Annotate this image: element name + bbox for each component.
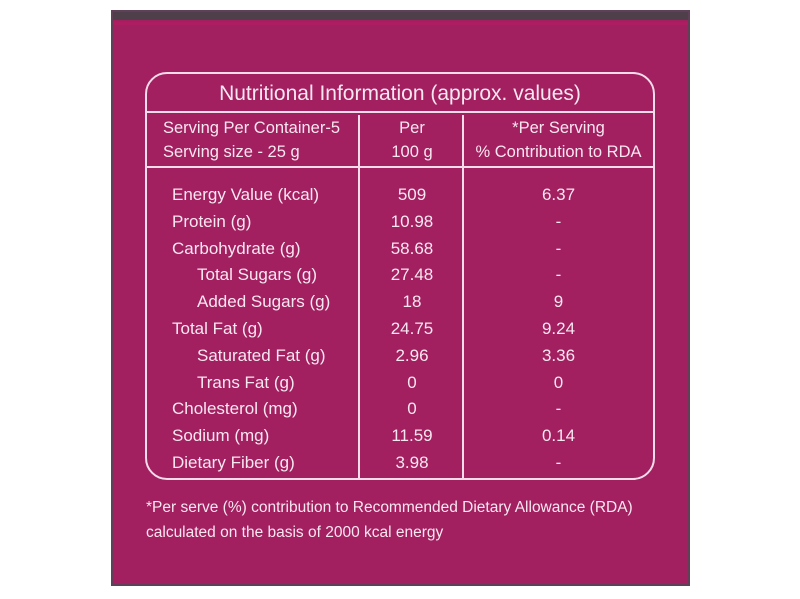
nutrient-rda-percent-value: - xyxy=(555,399,562,419)
nutrient-per-100g-value: 24.75 xyxy=(390,318,434,338)
nutrient-rda-percent-value: - xyxy=(555,265,562,285)
nutrient-per-100g-value: 0 xyxy=(407,372,417,392)
nutrient-rda-percent-value: 3.36 xyxy=(541,345,576,365)
nutrient-name: Saturated Fat (g) xyxy=(197,345,326,365)
table-header-row: Serving Per Container-5 Serving size - 2… xyxy=(147,113,653,168)
nutrient-row: Protein (g) 10.98 - xyxy=(147,209,653,236)
nutrient-rda-percent-value: - xyxy=(555,452,562,472)
nutrient-rda-percent-value: 0 xyxy=(553,372,564,392)
nutrient-row: Sodium (mg) 11.59 0.14 xyxy=(147,423,653,450)
nutrient-per-100g-value: 58.68 xyxy=(390,238,434,258)
nutrient-row: Saturated Fat (g) 2.96 3.36 xyxy=(147,343,653,370)
nutrition-table: Nutritional Information (approx. values)… xyxy=(145,72,655,480)
nutrient-rda-percent-value: - xyxy=(555,238,562,258)
column-divider-2 xyxy=(462,115,464,478)
header-per-serving-rda: *Per Serving % Contribution to RDA xyxy=(464,116,653,166)
nutrient-row: Energy Value (kcal) 509 6.37 xyxy=(147,182,653,209)
nutrient-name: Sodium (mg) xyxy=(172,426,270,446)
nutrient-per-100g-value: 27.48 xyxy=(390,265,434,285)
nutrient-per-100g-value: 2.96 xyxy=(395,345,429,365)
nutrient-row: Carbohydrate (g) 58.68 - xyxy=(147,236,653,263)
nutrient-name: Total Sugars (g) xyxy=(197,265,317,285)
nutrient-row: Added Sugars (g) 18 9 xyxy=(147,289,653,316)
table-title: Nutritional Information (approx. values) xyxy=(147,74,653,113)
nutrient-rda-percent-value: - xyxy=(555,211,562,231)
header-per-100g: Per 100 g xyxy=(360,116,464,166)
header-serving-per-container: Serving Per Container-5 xyxy=(163,119,341,137)
nutrient-rda-percent-value: 9 xyxy=(553,292,564,312)
nutrient-name: Trans Fat (g) xyxy=(197,372,295,392)
nutrient-row: Trans Fat (g) 0 0 xyxy=(147,370,653,397)
column-divider-1 xyxy=(358,115,360,478)
nutrient-name: Carbohydrate (g) xyxy=(172,238,301,258)
package-label-background: Nutritional Information (approx. values)… xyxy=(111,10,690,586)
nutrient-name: Added Sugars (g) xyxy=(197,292,331,312)
header-100g-label: 100 g xyxy=(391,143,433,161)
nutrient-row: Total Fat (g) 24.75 9.24 xyxy=(147,316,653,343)
header-per-serving-label: *Per Serving xyxy=(512,119,605,137)
header-rda-contribution-label: % Contribution to RDA xyxy=(475,143,642,161)
nutrient-row: Cholesterol (mg) 0 - xyxy=(147,396,653,423)
nutrient-name: Energy Value (kcal) xyxy=(172,185,320,204)
nutrient-rda-percent-value: 9.24 xyxy=(541,318,576,338)
nutrient-per-100g-value: 3.98 xyxy=(395,452,429,472)
nutrition-table-body: Energy Value (kcal) 509 6.37 Protein (g)… xyxy=(147,172,653,478)
nutrient-rda-percent-value: 0.14 xyxy=(541,426,576,446)
nutrient-name: Protein (g) xyxy=(172,211,252,231)
package-accent-stripe xyxy=(113,22,688,25)
nutrient-name: Cholesterol (mg) xyxy=(172,399,298,419)
nutrient-per-100g-value: 509 xyxy=(397,185,427,204)
footnote-line-1: *Per serve (%) contribution to Recommend… xyxy=(146,499,633,516)
nutrient-rda-percent-value: 6.37 xyxy=(541,185,576,204)
nutrient-per-100g-value: 0 xyxy=(407,399,417,419)
nutrient-name: Dietary Fiber (g) xyxy=(172,452,295,472)
rda-footnote: *Per serve (%) contribution to Recommend… xyxy=(146,495,666,545)
footnote-line-2: calculated on the basis of 2000 kcal ene… xyxy=(146,524,444,541)
nutrient-row: Total Sugars (g) 27.48 - xyxy=(147,262,653,289)
header-serving-info: Serving Per Container-5 Serving size - 2… xyxy=(147,116,360,166)
nutrient-per-100g-value: 10.98 xyxy=(390,211,434,231)
header-serving-size: Serving size - 25 g xyxy=(163,143,300,161)
nutrient-name: Total Fat (g) xyxy=(172,318,263,338)
nutrient-per-100g-value: 11.59 xyxy=(391,426,433,446)
header-per-label: Per xyxy=(399,119,425,137)
nutrient-per-100g-value: 18 xyxy=(402,292,422,312)
package-top-band xyxy=(113,12,688,20)
nutrient-row: Dietary Fiber (g) 3.98 - xyxy=(147,450,653,477)
